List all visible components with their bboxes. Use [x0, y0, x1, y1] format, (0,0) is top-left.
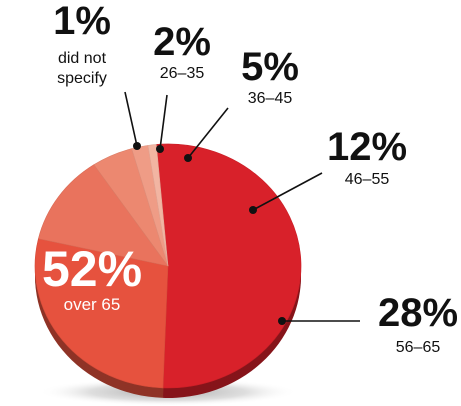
- leader-dot-did-not-specify: [133, 142, 141, 150]
- leader-dot-46-55: [249, 206, 257, 214]
- slice-cat-36-45: 36–45: [248, 90, 293, 107]
- slice-cat-26-35: 26–35: [160, 65, 205, 82]
- leader-lines: [124, 91, 360, 325]
- slice-cat-over-65: over 65: [64, 295, 121, 314]
- pie-slice-46-55: [38, 164, 169, 267]
- slice-cat-did-not-specify: did not specify: [57, 50, 107, 87]
- slice-labels: 52%over 65 28% 56–65 12% 46–55 5%36–45 2%26–35…: [42, 0, 458, 356]
- slice-pct-over-65: 52%: [42, 241, 142, 297]
- leader-dot-56-65: [278, 317, 286, 325]
- slice-cat-56-65: 56–65: [396, 339, 441, 356]
- pie-slice-did-not-specify: [147, 144, 169, 267]
- slice-pct-did-not-specify: 1%: [53, 0, 111, 43]
- leader-dot-36-45: [184, 154, 192, 162]
- leader-line-36-45: [187, 107, 229, 159]
- slice-cat-46-55: 46–55: [345, 171, 390, 188]
- slice-pct-36-45: 5%: [241, 45, 299, 89]
- slice-pct-46-55: 12%: [327, 125, 407, 169]
- leader-line-46-55: [252, 172, 323, 211]
- leader-line-did-not-specify: [124, 91, 138, 147]
- pie-slices: [34, 143, 302, 389]
- slice-pct-56-65: 28%: [378, 291, 458, 335]
- leader-dot-26-35: [156, 145, 164, 153]
- leader-line-26-35: [159, 94, 168, 150]
- pie-slice-over-65: [155, 143, 302, 389]
- slice-pct-26-35: 2%: [153, 20, 211, 64]
- pie-slice-56-65: [34, 238, 169, 389]
